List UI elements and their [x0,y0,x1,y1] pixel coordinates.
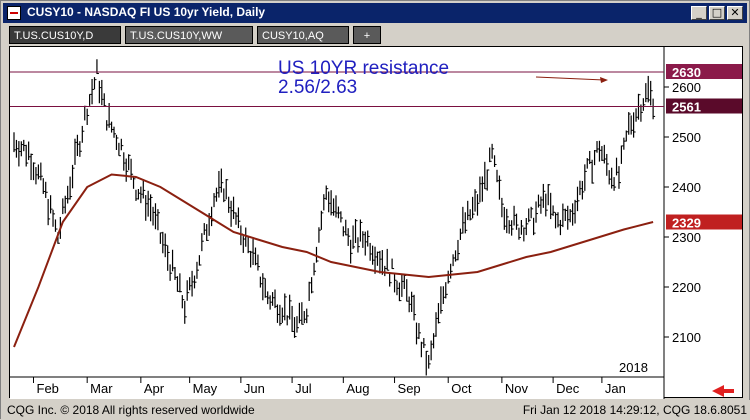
price-tag-box [666,64,742,79]
price-tag-box [666,214,742,230]
price-tags: 2630 2561 2329 [666,64,742,231]
scroll-left-arrow-icon[interactable] [712,385,724,397]
moving-average [13,173,654,348]
chart-panel[interactable]: 2100 2200 2300 2400 2500 2600 Feb Mar Apr May Jun… [9,46,744,399]
moving-average-line [13,173,654,348]
tab-cus10y-weekly[interactable]: T.US.CUS10Y,WW [125,26,253,44]
price-bars [13,59,656,376]
y-tick-label: 2100 [672,330,701,345]
tab-add-button[interactable]: + [353,26,381,44]
status-bar: CQG Inc. © 2018 All rights reserved worl… [1,400,750,420]
x-tick-label: Aug [346,381,369,396]
timestamp-text: Fri Jan 12 2018 14:29:12, CQG 18.6.8051 [522,403,747,417]
annotation-arrow [535,76,605,81]
app-icon [7,6,21,20]
y-tick-label: 2400 [672,180,701,195]
x-tick-label: Mar [90,381,113,396]
tab-cusy10-aq[interactable]: CUSY10,AQ [257,26,349,44]
window-title: CUSY10 - NASDAQ FI US 10yr Yield, Daily [27,5,266,19]
title-bar[interactable]: CUSY10 - NASDAQ FI US 10yr Yield, Daily … [3,3,747,23]
maximize-button[interactable]: □ [709,6,725,20]
y-tick-label: 2500 [672,130,701,145]
scroll-left-arrow-shaft[interactable] [724,389,734,393]
x-tick-label: Feb [37,381,59,396]
y-axis-ticks: 2100 2200 2300 2400 2500 2600 [664,80,701,345]
annotation-line1: US 10YR resistance [278,58,449,79]
close-button[interactable]: ✕ [727,6,743,20]
x-tick-label: Nov [505,381,529,396]
y-tick-label: 2300 [672,230,701,245]
price-tag-label: 2630 [672,65,701,80]
x-tick-label: Dec [556,381,580,396]
x-tick-label: Apr [144,381,165,396]
x-axis-ticks: Feb Mar Apr May Jun Jul Aug Sep Oct Nov Dec Jan [33,377,626,396]
x-tick-label: Jan [605,381,626,396]
price-tag-box [666,98,742,114]
price-chart[interactable]: 2100 2200 2300 2400 2500 2600 Feb Mar Apr May Jun… [10,47,744,399]
x-tick-label: Oct [451,381,472,396]
plot-area [10,47,664,399]
copyright-text: CQG Inc. © 2018 All rights reserved worl… [7,403,255,417]
x-tick-label: May [193,381,218,396]
price-tag-label: 2561 [672,100,701,115]
arrow-head-icon [600,77,608,83]
year-label: 2018 [619,360,648,375]
y-tick-label: 2200 [672,280,701,295]
x-tick-label: Jul [295,381,312,396]
tab-cus10y-daily[interactable]: T.US.CUS10Y,D [9,26,121,44]
x-tick-label: Sep [398,381,421,396]
price-tag-label: 2329 [672,216,701,231]
annotation-line2: 2.56/2.63 [278,77,357,98]
x-tick-label: Jun [244,381,265,396]
resistance-lines [10,71,664,107]
minimize-button[interactable]: _ [691,6,707,20]
y-tick-label: 2600 [672,80,701,95]
